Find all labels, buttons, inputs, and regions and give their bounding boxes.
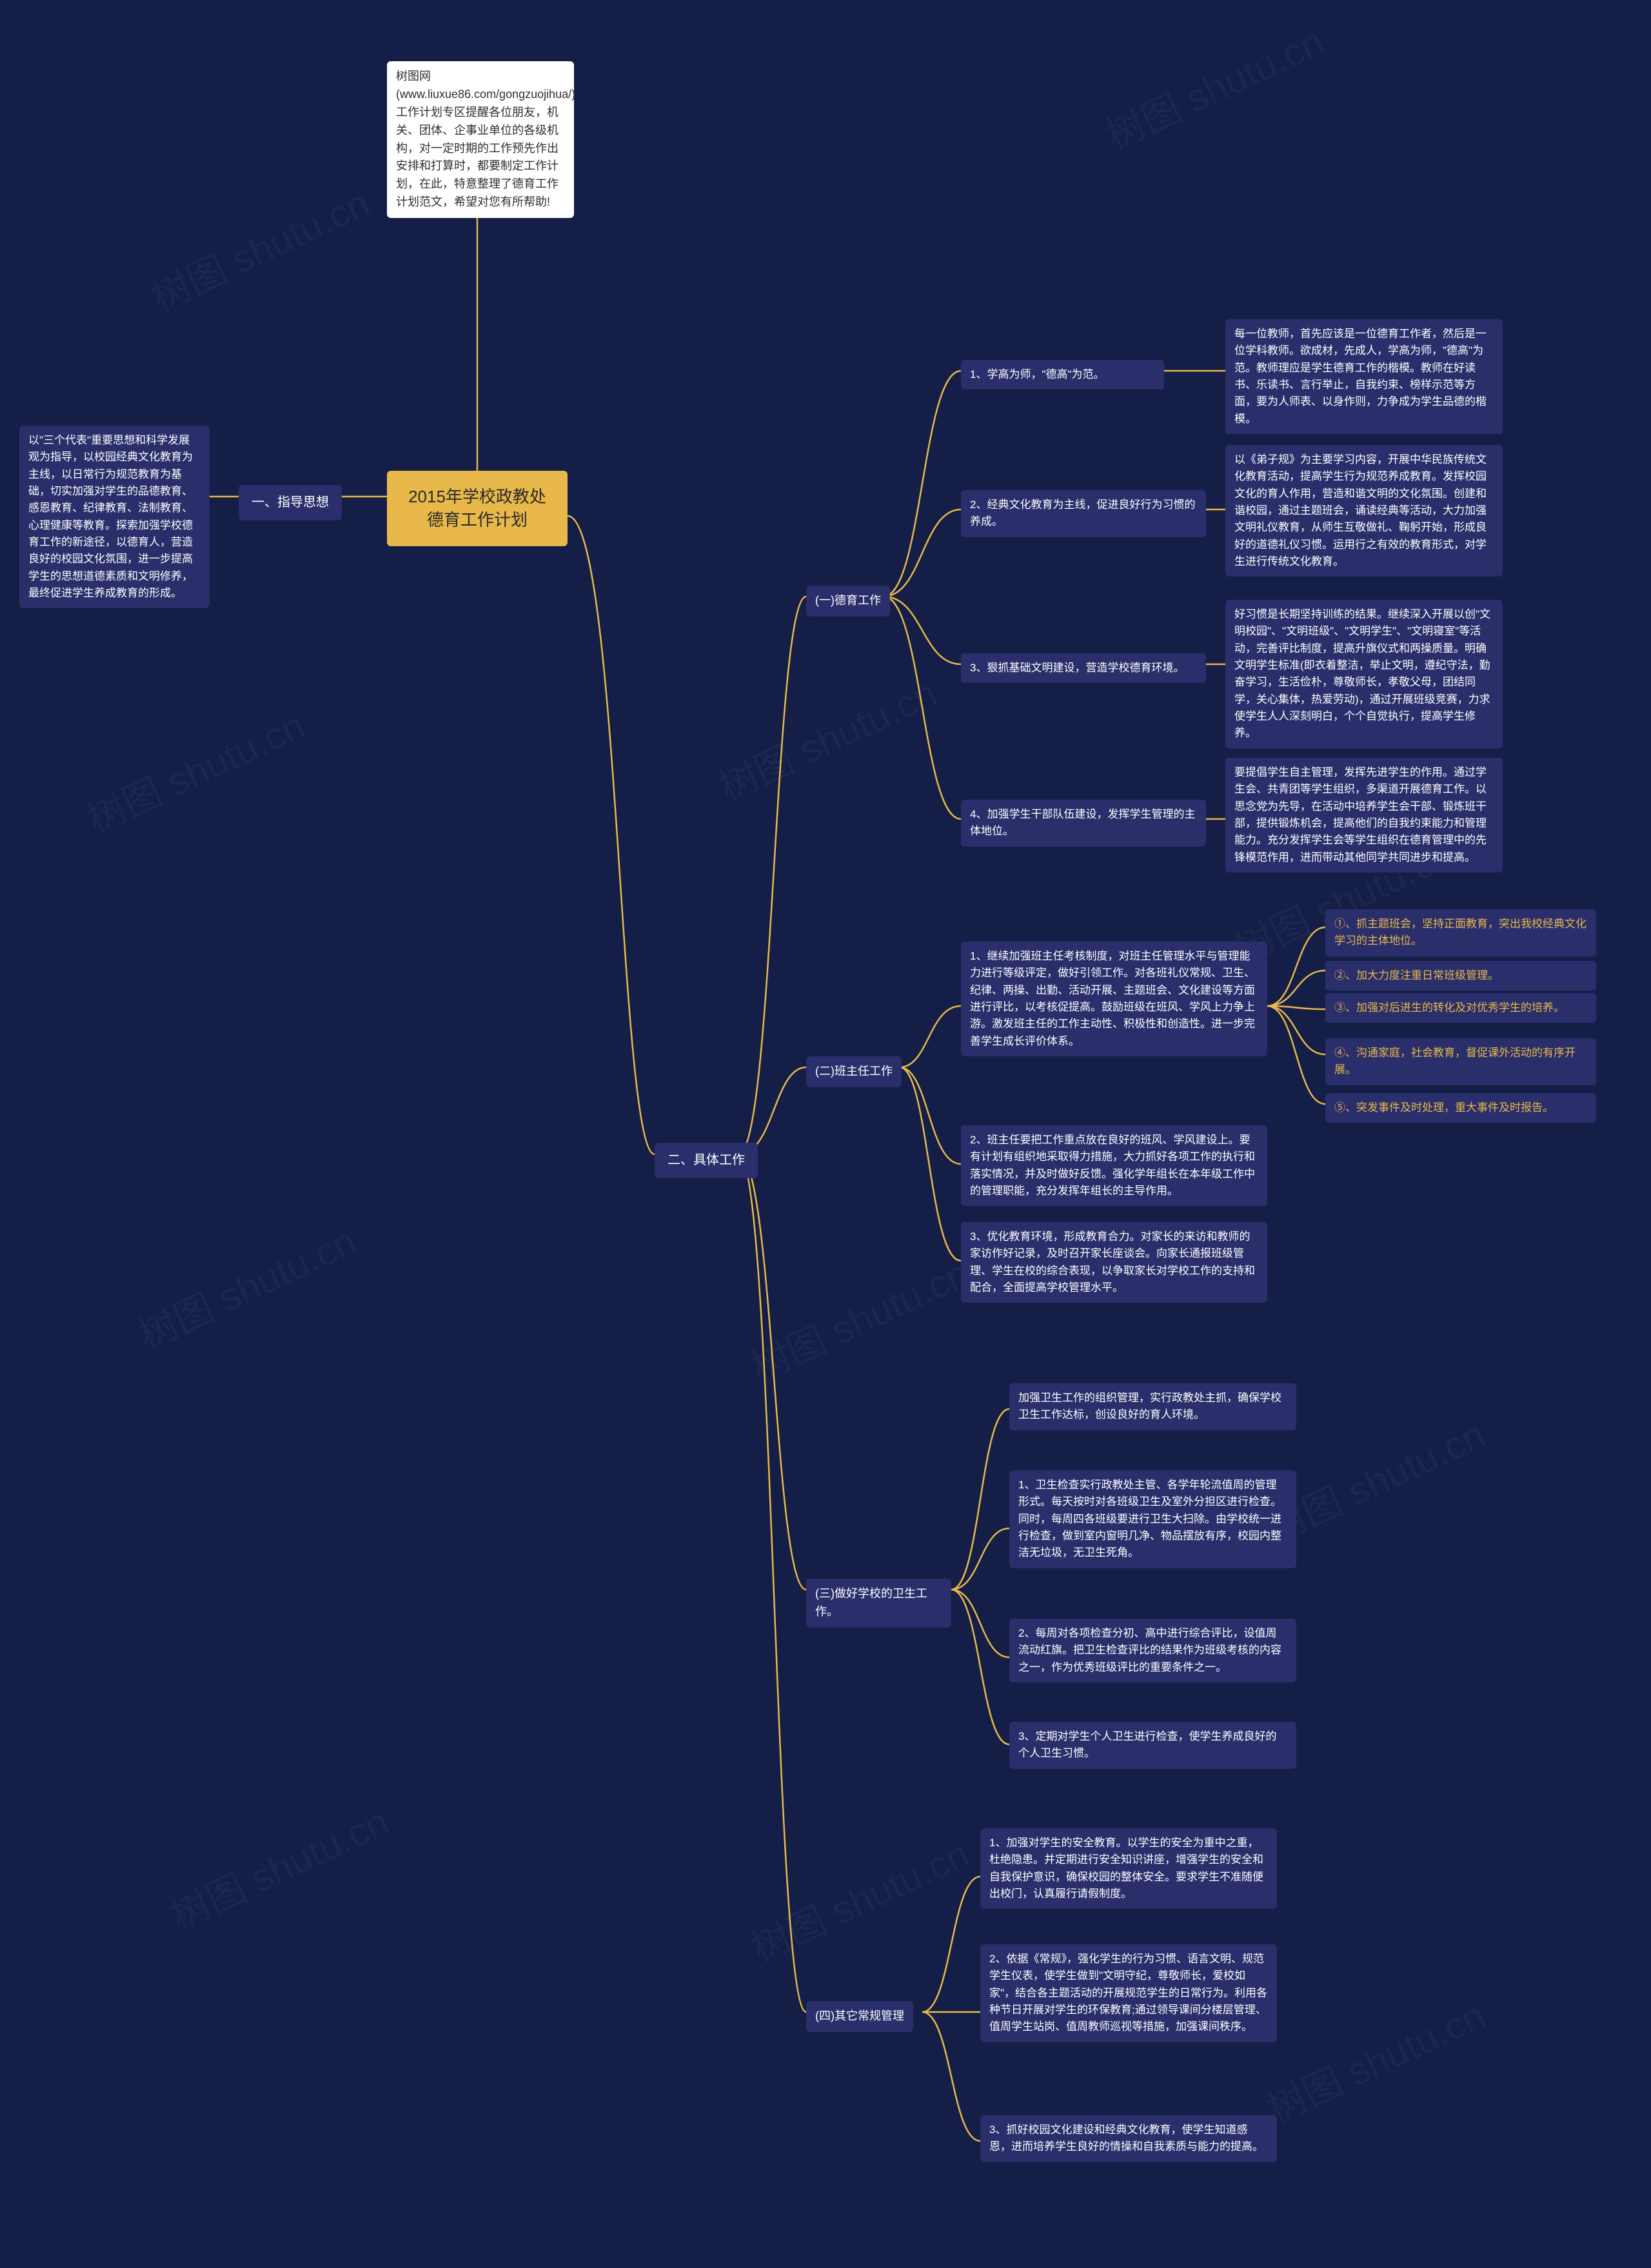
s1-i4-body: 要提倡学生自主管理，发挥先进学生的作用。通过学生会、共青团等学生组织，多渠道开展… bbox=[1225, 758, 1503, 873]
sub-hygiene-work[interactable]: (三)做好学校的卫生工作。 bbox=[806, 1579, 951, 1628]
branch-guiding-thought[interactable]: 一、指导思想 bbox=[239, 485, 342, 520]
s2-r2: ②、加大力度注重日常班级管理。 bbox=[1325, 961, 1596, 991]
watermark: 树图 shutu.cn bbox=[77, 695, 313, 844]
watermark: 树图 shutu.cn bbox=[161, 1791, 397, 1940]
watermark: 树图 shutu.cn bbox=[141, 172, 377, 322]
watermark: 树图 shutu.cn bbox=[128, 1210, 364, 1360]
s2-r5: ⑤、突发事件及时处理，重大事件及时报告。 bbox=[1325, 1093, 1596, 1123]
s3-pre: 加强卫生工作的组织管理，实行政教处主抓，确保学校卫生工作达标，创设良好的育人环境… bbox=[1009, 1383, 1296, 1430]
s1-i4-title: 4、加强学生干部队伍建设，发挥学生管理的主体地位。 bbox=[961, 800, 1206, 847]
watermark: 树图 shutu.cn bbox=[741, 1243, 977, 1392]
s2-i3: 3、优化教育环境，形成教育合力。对家长的来访和教师的家访作好记录，及时召开家长座… bbox=[961, 1222, 1267, 1303]
sub-moral-education[interactable]: (一)德育工作 bbox=[806, 586, 890, 616]
s4-i2: 2、依据《常规》，强化学生的行为习惯、语言文明、规范学生仪表，使学生做到"文明守… bbox=[980, 1944, 1277, 2042]
sub-routine-management[interactable]: (四)其它常规管理 bbox=[806, 2001, 913, 2032]
sub-classteacher-work[interactable]: (二)班主任工作 bbox=[806, 1056, 902, 1087]
watermark: 树图 shutu.cn bbox=[741, 1823, 977, 1973]
s2-r1: ①、抓主题班会，坚持正面教育，突出我校经典文化学习的主体地位。 bbox=[1325, 909, 1596, 956]
s4-i1: 1、加强对学生的安全教育。以学生的安全为重中之重，杜绝隐患。并定期进行安全知识讲… bbox=[980, 1828, 1277, 1909]
s1-i2-body: 以《弟子规》为主要学习内容，开展中华民族传统文化教育活动，提高学生行为规范养成教… bbox=[1225, 445, 1503, 577]
watermark: 树图 shutu.cn bbox=[1257, 1984, 1493, 2134]
s1-i2-title: 2、经典文化教育为主线，促进良好行为习惯的养成。 bbox=[961, 490, 1206, 537]
s3-i3: 3、定期对学生个人卫生进行检查，使学生养成良好的个人卫生习惯。 bbox=[1009, 1722, 1296, 1769]
s4-i3: 3、抓好校园文化建设和经典文化教育，使学生知道感恩，进而培养学生良好的情操和自我… bbox=[980, 2115, 1277, 2162]
s2-r3: ③、加强对后进生的转化及对优秀学生的培养。 bbox=[1325, 993, 1596, 1023]
s1-i3-title: 3、狠抓基础文明建设，营造学校德育环境。 bbox=[961, 653, 1206, 683]
root-node[interactable]: 2015年学校政教处德育工作计划 bbox=[387, 471, 568, 546]
s1-i1-title: 1、学高为师，"德高"为范。 bbox=[961, 360, 1164, 390]
s2-r4: ④、沟通家庭，社会教育，督促课外活动的有序开展。 bbox=[1325, 1038, 1596, 1085]
s1-i3-body: 好习惯是长期坚持训练的结果。继续深入开展以创"文明校园"、"文明班级"、"文明学… bbox=[1225, 600, 1503, 749]
s2-i2: 2、班主任要把工作重点放在良好的班风、学风建设上。要有计划有组织地采取得力措施，… bbox=[961, 1125, 1267, 1206]
intro-node: 树图网(www.liuxue86.com/gongzuojihua/)工作计划专… bbox=[387, 61, 574, 218]
leaf-guiding-thought-body: 以"三个代表"重要思想和科学发展观为指导，以校园经典文化教育为主线，以日常行为规… bbox=[19, 426, 210, 608]
s3-i2: 2、每周对各项检查分初、高中进行综合评比，设值周流动红旗。把卫生检查评比的结果作… bbox=[1009, 1619, 1296, 1682]
watermark: 树图 shutu.cn bbox=[709, 662, 945, 812]
branch-concrete-work[interactable]: 二、具体工作 bbox=[655, 1143, 758, 1178]
s3-i1: 1、卫生检查实行政教处主管、各学年轮流值周的管理形式。每天按时对各班级卫生及室外… bbox=[1009, 1470, 1296, 1568]
s1-i1-body: 每一位教师，首先应该是一位德育工作者，然后是一位学科教师。欲成材，先成人，学高为… bbox=[1225, 319, 1503, 434]
watermark: 树图 shutu.cn bbox=[1096, 11, 1332, 161]
s2-i1: 1、继续加强班主任考核制度，对班主任管理水平与管理能力进行等级评定，做好引领工作… bbox=[961, 942, 1267, 1056]
